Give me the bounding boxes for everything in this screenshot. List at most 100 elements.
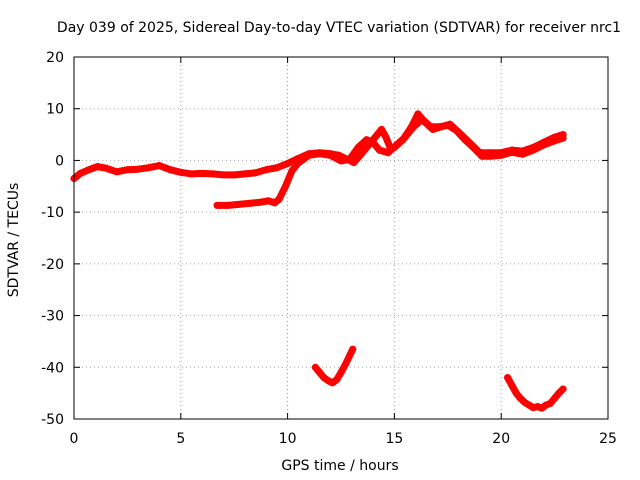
y-tick-label: 10 xyxy=(46,102,64,118)
data-point xyxy=(414,110,422,118)
data-point xyxy=(487,152,494,160)
data-point xyxy=(155,162,163,170)
data-point xyxy=(262,166,270,174)
data-point xyxy=(288,167,296,175)
data-point xyxy=(356,151,364,159)
data-point xyxy=(529,146,537,154)
data-point xyxy=(316,369,324,376)
data-point xyxy=(354,144,362,151)
data-point xyxy=(452,126,460,134)
data-point xyxy=(369,138,377,146)
y-tick-label: -50 xyxy=(41,412,64,428)
data-point xyxy=(198,169,206,177)
data-point xyxy=(177,168,185,176)
data-point xyxy=(393,141,400,149)
data-point xyxy=(551,394,559,402)
y-tick-label: -30 xyxy=(41,309,64,325)
data-point xyxy=(519,150,527,158)
data-point xyxy=(333,376,341,384)
x-tick-label: 20 xyxy=(492,431,510,447)
x-tick-label: 10 xyxy=(279,431,297,447)
data-point xyxy=(209,170,217,178)
x-tick-label: 5 xyxy=(176,431,185,447)
data-point xyxy=(375,146,383,154)
data-point xyxy=(551,137,559,145)
data-point xyxy=(113,168,121,176)
data-series xyxy=(70,110,567,412)
data-point xyxy=(508,148,516,156)
data-point xyxy=(245,199,253,207)
data-point xyxy=(512,389,520,397)
data-point xyxy=(264,197,272,205)
data-point xyxy=(282,182,289,190)
data-point xyxy=(349,345,357,353)
data-point xyxy=(346,352,353,360)
data-point xyxy=(435,123,443,131)
data-point xyxy=(559,134,567,142)
data-point xyxy=(461,136,469,144)
y-tick-label: -10 xyxy=(41,205,64,221)
data-point xyxy=(427,123,435,131)
data-point xyxy=(337,157,345,165)
axis-ticks: 0 5 10 15 20 25 20 10 0 -10 -20 -30 -40 -50 xyxy=(41,50,617,447)
data-point xyxy=(410,123,418,131)
data-point xyxy=(76,169,84,177)
data-point xyxy=(559,385,567,393)
data-point xyxy=(220,171,227,179)
data-point xyxy=(326,151,334,159)
data-point xyxy=(241,170,249,178)
data-point xyxy=(213,201,221,209)
data-point xyxy=(224,201,232,209)
data-point xyxy=(275,195,283,203)
y-tick-label: 0 xyxy=(55,153,64,169)
data-point xyxy=(546,400,554,407)
data-point xyxy=(188,170,195,178)
data-point xyxy=(94,163,101,171)
data-point xyxy=(145,164,153,172)
data-point xyxy=(273,164,281,172)
data-point xyxy=(373,131,381,139)
data-point xyxy=(378,125,386,133)
data-point xyxy=(418,115,426,123)
data-point xyxy=(230,171,238,179)
data-point xyxy=(444,121,452,129)
data-point xyxy=(305,151,313,159)
data-point xyxy=(294,159,302,167)
data-point xyxy=(346,155,353,163)
x-axis-label: GPS time / hours xyxy=(281,458,398,474)
y-axis-label: SDTVAR / TECUs xyxy=(6,183,22,298)
x-tick-label: 15 xyxy=(385,431,403,447)
data-point xyxy=(508,381,516,389)
data-point xyxy=(341,361,349,369)
data-point xyxy=(363,136,371,144)
data-point xyxy=(284,160,292,167)
data-point xyxy=(123,166,131,174)
data-point xyxy=(384,149,392,157)
x-tick-label: 25 xyxy=(599,431,617,447)
data-point xyxy=(401,133,409,141)
data-point xyxy=(134,165,142,173)
x-tick-label: 0 xyxy=(70,431,79,447)
y-tick-label: -20 xyxy=(41,257,64,273)
data-point xyxy=(540,141,548,149)
data-point xyxy=(256,198,264,206)
data-point xyxy=(316,150,324,158)
y-tick-label: -40 xyxy=(41,360,64,376)
chart-title: Day 039 of 2025, Sidereal Day-to-day VTE… xyxy=(57,20,621,36)
data-point xyxy=(102,164,110,172)
data-point xyxy=(469,144,477,151)
data-point xyxy=(337,369,345,376)
grid xyxy=(74,57,608,419)
data-point xyxy=(235,200,242,208)
data-point xyxy=(382,133,390,141)
data-point xyxy=(311,363,319,371)
data-point xyxy=(252,169,260,177)
y-tick-label: 20 xyxy=(46,50,64,66)
data-point xyxy=(478,152,486,160)
data-point xyxy=(516,394,524,402)
data-point xyxy=(497,151,505,159)
data-point xyxy=(166,166,174,174)
data-point xyxy=(85,166,93,174)
